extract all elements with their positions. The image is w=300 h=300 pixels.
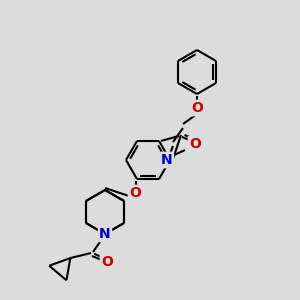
Text: N: N: [99, 227, 111, 241]
Text: O: O: [189, 137, 201, 151]
Text: N: N: [161, 153, 173, 167]
Text: O: O: [101, 255, 113, 269]
Text: O: O: [129, 186, 141, 200]
Text: O: O: [191, 101, 203, 115]
